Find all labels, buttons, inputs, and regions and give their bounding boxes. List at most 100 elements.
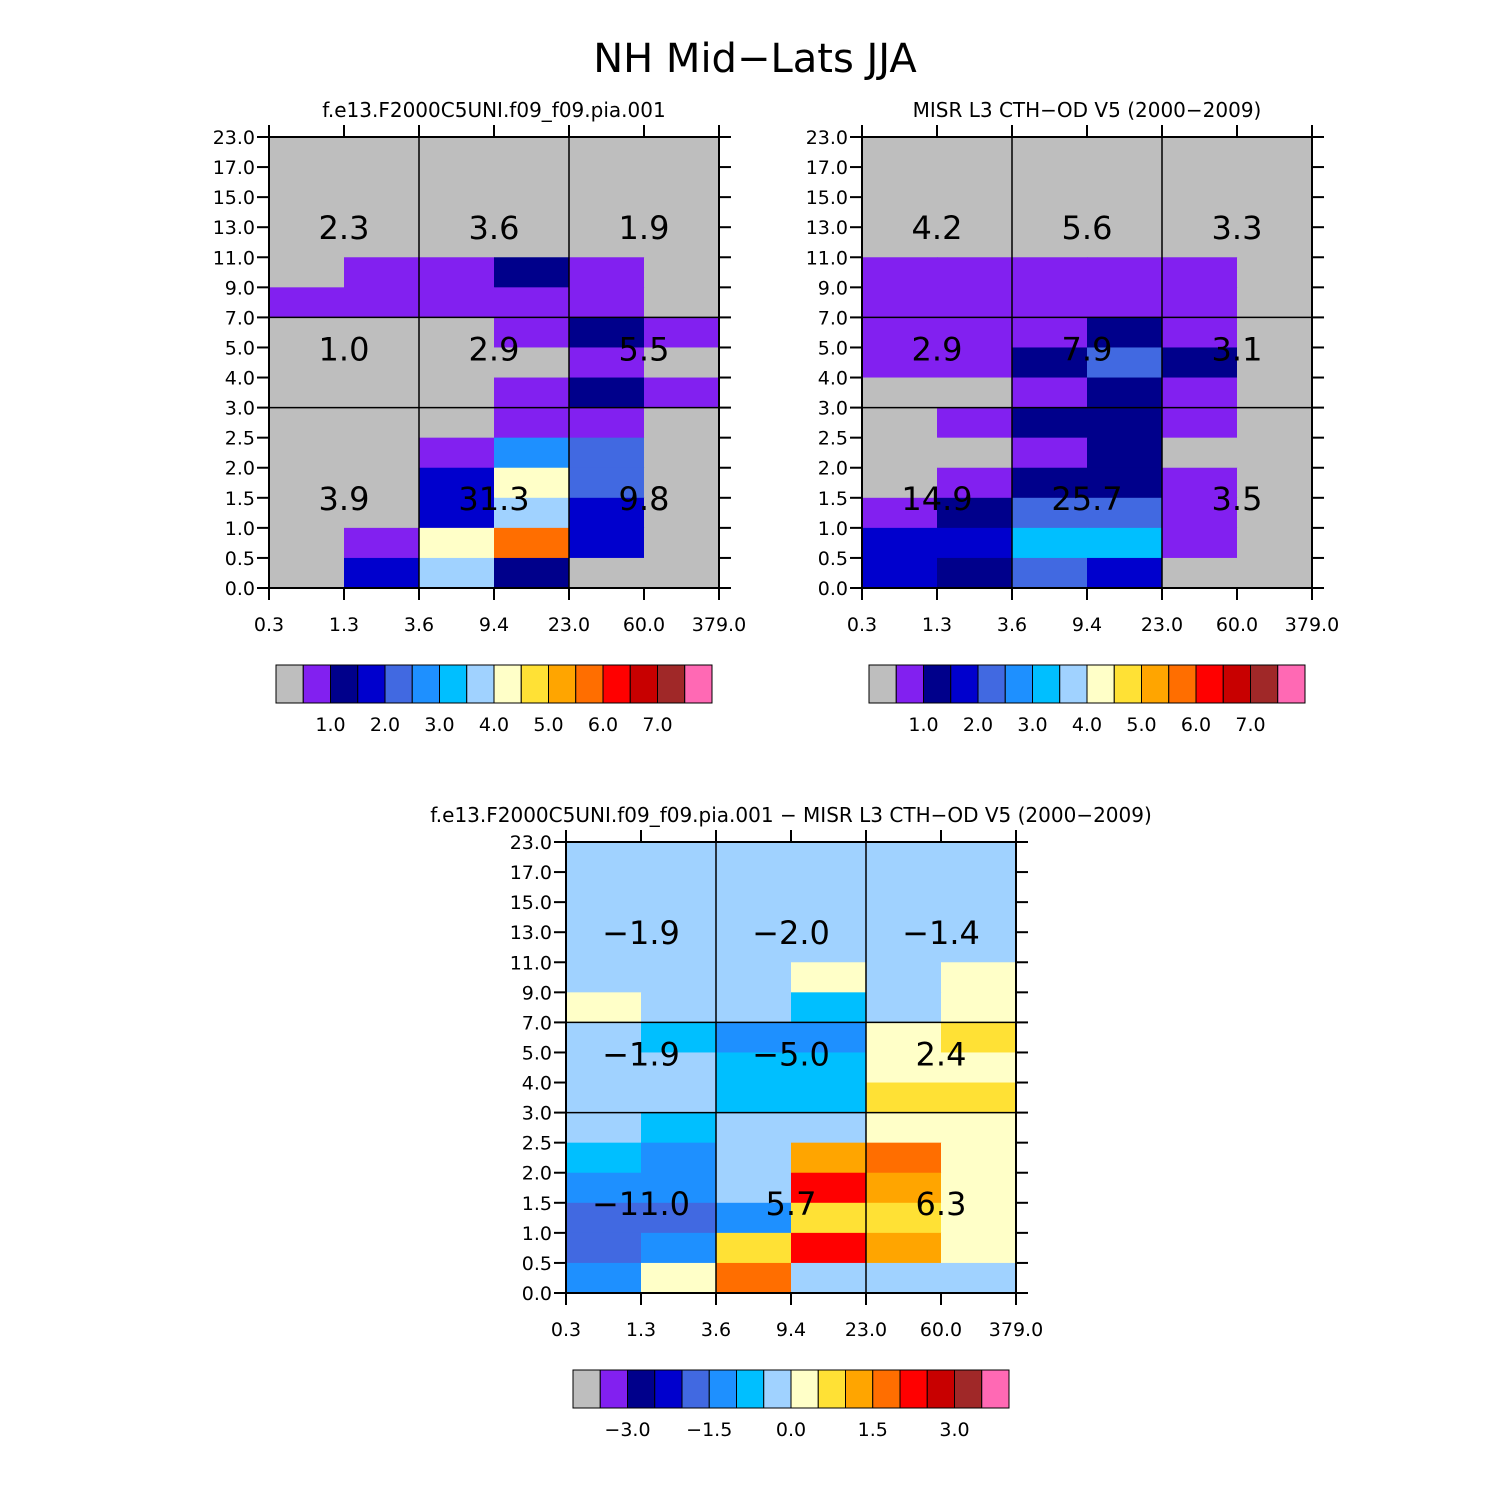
y-tick-label: 7.0 (225, 307, 255, 329)
y-tick-label: 5.0 (522, 1042, 552, 1064)
heatmap-cell (644, 437, 720, 469)
heatmap-cell (716, 1112, 792, 1144)
colorbar-label: 3.0 (424, 714, 454, 736)
colorbar-label: 4.0 (1072, 714, 1102, 736)
heatmap-cell (791, 1082, 867, 1114)
heatmap-cell (1012, 527, 1088, 559)
heatmap-cell (941, 1232, 1017, 1264)
heatmap-cell (566, 1172, 642, 1204)
colorbar-swatch (872, 1369, 901, 1409)
heatmap-cell (419, 437, 495, 469)
region-value-label: 2.4 (916, 1035, 967, 1073)
heatmap-cell (1087, 347, 1163, 379)
heatmap-cell (419, 407, 495, 439)
colorbar-swatch (654, 1369, 683, 1409)
heatmap-cell (866, 992, 942, 1023)
heatmap-cell (566, 1052, 642, 1084)
heatmap-cell (937, 287, 1013, 318)
heatmap-cell (344, 257, 420, 288)
heatmap-cell (937, 527, 1013, 559)
heatmap-cell (419, 377, 495, 409)
panel-title: f.e13.F2000C5UNI.f09_f09.pia.001 − MISR … (430, 803, 1152, 827)
colorbar-swatch (895, 664, 924, 704)
x-tick-label: 23.0 (1141, 614, 1183, 636)
colorbar-label: 5.0 (1126, 714, 1156, 736)
colorbar-swatch (1250, 664, 1279, 704)
heatmap-cell (344, 467, 420, 499)
heatmap-cell (791, 1262, 867, 1294)
y-tick-label: 17.0 (806, 157, 848, 179)
x-tick-label: 379.0 (1285, 614, 1339, 636)
heatmap-cell (791, 902, 867, 933)
heatmap-cell (716, 962, 792, 993)
heatmap-cell (1087, 227, 1163, 258)
heatmap-cell (791, 1202, 867, 1234)
heatmap-cell (866, 902, 942, 933)
heatmap-cell (569, 497, 645, 529)
heatmap-cell (569, 227, 645, 258)
heatmap-cell (937, 557, 1013, 589)
heatmap-cell (494, 377, 570, 409)
y-tick-label: 11.0 (806, 247, 848, 269)
heatmap-cell (1237, 347, 1313, 379)
colorbar-swatch (411, 664, 440, 704)
heatmap-cell (862, 407, 938, 439)
heatmap-cell (716, 1202, 792, 1234)
y-tick-label: 15.0 (510, 892, 552, 914)
region-value-label: 2.9 (469, 330, 520, 368)
x-tick-label: 60.0 (1216, 614, 1258, 636)
x-tick-label: 23.0 (548, 614, 590, 636)
heatmap-cell (419, 467, 495, 499)
heatmap-cell (1237, 197, 1313, 228)
colorbar-swatch (977, 664, 1006, 704)
heatmap-cell (644, 407, 720, 439)
y-tick-label: 2.5 (818, 428, 848, 450)
heatmap-cell (937, 227, 1013, 258)
colorbar-swatch (602, 664, 631, 704)
colorbar-swatch (657, 664, 686, 704)
region-value-label: −11.0 (592, 1185, 690, 1223)
heatmap-cell (269, 227, 345, 258)
heatmap-cell (1237, 227, 1313, 258)
heatmap-cell (1087, 527, 1163, 559)
y-tick-label: 23.0 (806, 127, 848, 149)
heatmap-cell (641, 842, 717, 903)
heatmap-cell (1012, 287, 1088, 318)
heatmap-cell (941, 1142, 1017, 1174)
heatmap-cell (866, 1262, 942, 1294)
x-tick-label: 3.6 (997, 614, 1027, 636)
heatmap-cell (866, 1022, 942, 1053)
colorbar-swatch (466, 664, 495, 704)
heatmap-cell (866, 1112, 942, 1144)
heatmap-cell (269, 377, 345, 409)
y-tick-label: 1.0 (818, 518, 848, 540)
heatmap-cell (941, 1172, 1017, 1204)
colorbar-swatch (493, 664, 522, 704)
heatmap-cell (494, 527, 570, 559)
region-value-label: 2.3 (319, 209, 370, 247)
y-tick-label: 1.0 (225, 518, 255, 540)
heatmap-cell (1012, 437, 1088, 469)
heatmap-cell (641, 1262, 717, 1294)
heatmap-cell (1162, 347, 1238, 379)
heatmap-cell (862, 377, 938, 409)
y-tick-label: 13.0 (806, 217, 848, 239)
heatmap-cell (941, 1262, 1017, 1294)
heatmap-cell (1237, 137, 1313, 198)
heatmap-cell (494, 287, 570, 318)
heatmap-cell (941, 992, 1017, 1023)
y-tick-label: 23.0 (213, 127, 255, 149)
panel-1: f.e13.F2000C5UNI.f09_f09.pia.001 0.0 0.5 1.… (213, 98, 747, 736)
heatmap-cell (1162, 557, 1238, 589)
y-tick-label: 2.0 (818, 458, 848, 480)
heatmap-cell (269, 287, 345, 318)
heatmap-cell (1087, 407, 1163, 439)
heatmap-cell (419, 497, 495, 529)
colorbar-swatch (302, 664, 331, 704)
heatmap-cell (791, 1232, 867, 1264)
heatmap-cell (1162, 437, 1238, 469)
heatmap-cell (419, 557, 495, 589)
heatmap-cell (269, 197, 345, 228)
colorbar-label: 6.0 (1181, 714, 1211, 736)
y-tick-label: 5.0 (818, 337, 848, 359)
